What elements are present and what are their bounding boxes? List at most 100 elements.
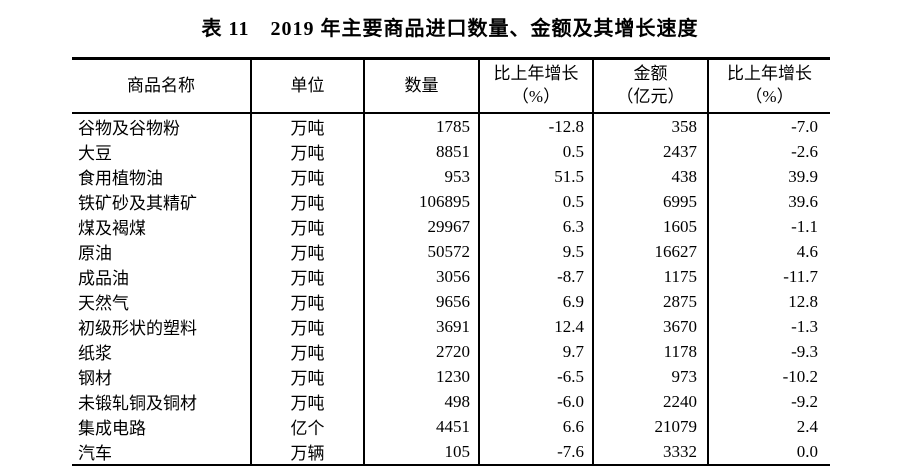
header-amount: 金额 （亿元） bbox=[592, 58, 709, 114]
quantity-growth-cell: -12.8 bbox=[478, 113, 594, 139]
header-quantity: 数量 bbox=[363, 58, 480, 114]
commodity-name-cell: 食用植物油 bbox=[72, 164, 252, 189]
quantity-cell: 105 bbox=[363, 439, 480, 466]
table-body: 谷物及谷物粉 万吨 1785 -12.8 358 -7.0 大豆 万吨 8851 0.5 2437-… bbox=[72, 113, 830, 466]
amount-cell: 21079 bbox=[592, 414, 709, 439]
table-row: 食用植物油 万吨 953 51.5 438 39.9 bbox=[72, 164, 830, 189]
header-quantity-growth: 比上年增长 （%） bbox=[478, 58, 594, 114]
unit-cell: 万吨 bbox=[250, 214, 365, 239]
amount-cell: 2437 bbox=[592, 139, 709, 164]
table-row: 初级形状的塑料 万吨 3691 12.4 3670 -1.3 bbox=[72, 314, 830, 339]
quantity-cell: 1230 bbox=[363, 364, 480, 389]
unit-cell: 万吨 bbox=[250, 139, 365, 164]
quantity-growth-cell: -6.5 bbox=[478, 364, 594, 389]
amount-cell: 2240 bbox=[592, 389, 709, 414]
unit-cell: 万吨 bbox=[250, 314, 365, 339]
table-row: 纸浆 万吨 2720 9.7 1178 -9.3 bbox=[72, 339, 830, 364]
header-line: 单位 bbox=[290, 75, 325, 95]
amount-cell: 16627 bbox=[592, 239, 709, 264]
commodity-name-cell: 初级形状的塑料 bbox=[72, 314, 252, 339]
header-row: 商品名称 单位 数量 比上年增长 （%） 金额 （亿元） bbox=[72, 58, 830, 114]
table-row: 原油 万吨 50572 9.5 16627 4.6 bbox=[72, 239, 830, 264]
amount-cell: 1178 bbox=[592, 339, 709, 364]
table-row: 未锻轧铜及铜材 万吨 498 -6.0 2240 -9.2 bbox=[72, 389, 830, 414]
header-line: 比上年增长 bbox=[493, 64, 579, 84]
quantity-growth-cell: -7.6 bbox=[478, 439, 594, 466]
quantity-growth-cell: 0.5 bbox=[478, 189, 594, 214]
quantity-cell: 106895 bbox=[363, 189, 480, 214]
unit-cell: 万吨 bbox=[250, 264, 365, 289]
table-title: 表 11 2019 年主要商品进口数量、金额及其增长速度 bbox=[201, 18, 699, 40]
amount-growth-cell: 12.8 bbox=[707, 289, 830, 314]
amount-growth-cell: 39.6 bbox=[707, 189, 830, 214]
quantity-cell: 4451 bbox=[363, 414, 480, 439]
table-row: 天然气 万吨 9656 6.9 2875 12.8 bbox=[72, 289, 830, 314]
quantity-cell: 498 bbox=[363, 389, 480, 414]
quantity-cell: 50572 bbox=[363, 239, 480, 264]
amount-cell: 973 bbox=[592, 364, 709, 389]
unit-cell: 万吨 bbox=[250, 389, 365, 414]
unit-cell: 亿个 bbox=[250, 414, 365, 439]
quantity-growth-cell: 6.6 bbox=[478, 414, 594, 439]
unit-cell: 万辆 bbox=[250, 439, 365, 466]
quantity-growth-cell: 51.5 bbox=[478, 164, 594, 189]
header-amount-growth: 比上年增长 （%） bbox=[707, 58, 830, 114]
amount-growth-cell: -7.0 bbox=[707, 113, 830, 139]
amount-growth-cell: -1.1 bbox=[707, 214, 830, 239]
amount-growth-cell: -2.6 bbox=[707, 139, 830, 164]
quantity-growth-cell: -8.7 bbox=[478, 264, 594, 289]
quantity-cell: 8851 bbox=[363, 139, 480, 164]
unit-cell: 万吨 bbox=[250, 339, 365, 364]
header-commodity-name: 商品名称 bbox=[72, 58, 252, 114]
quantity-cell: 3056 bbox=[363, 264, 480, 289]
amount-cell: 3670 bbox=[592, 314, 709, 339]
amount-cell: 438 bbox=[592, 164, 709, 189]
amount-cell: 3332 bbox=[592, 439, 709, 466]
unit-cell: 万吨 bbox=[250, 164, 365, 189]
commodity-name-cell: 天然气 bbox=[72, 289, 252, 314]
amount-cell: 2875 bbox=[592, 289, 709, 314]
quantity-growth-cell: 6.9 bbox=[478, 289, 594, 314]
table-row: 汽车 万辆 105 -7.6 3332 0.0 bbox=[72, 439, 830, 466]
commodity-name-cell: 纸浆 bbox=[72, 339, 252, 364]
quantity-cell: 29967 bbox=[363, 214, 480, 239]
amount-growth-cell: 4.6 bbox=[707, 239, 830, 264]
quantity-cell: 3691 bbox=[363, 314, 480, 339]
amount-growth-cell: -11.7 bbox=[707, 264, 830, 289]
commodity-name-cell: 集成电路 bbox=[72, 414, 252, 439]
quantity-growth-cell: 9.7 bbox=[478, 339, 594, 364]
import-commodities-table: 商品名称 单位 数量 比上年增长 （%） 金额 （亿元） bbox=[72, 57, 830, 466]
amount-growth-cell: 39.9 bbox=[707, 164, 830, 189]
header-unit: 单位 bbox=[250, 58, 365, 114]
header-line: （亿元） bbox=[616, 87, 685, 106]
header-line: 数量 bbox=[404, 75, 439, 95]
commodity-name-cell: 铁矿砂及其精矿 bbox=[72, 189, 252, 214]
commodity-name-cell: 成品油 bbox=[72, 264, 252, 289]
table-row: 大豆 万吨 8851 0.5 2437 -2.6 bbox=[72, 139, 830, 164]
header-line: 商品名称 bbox=[127, 75, 195, 95]
table-row: 钢材 万吨 1230 -6.5 973 -10.2 bbox=[72, 364, 830, 389]
amount-cell: 1605 bbox=[592, 214, 709, 239]
unit-cell: 万吨 bbox=[250, 239, 365, 264]
commodity-name-cell: 原油 bbox=[72, 239, 252, 264]
amount-cell: 1175 bbox=[592, 264, 709, 289]
amount-cell: 358 bbox=[592, 113, 709, 139]
commodity-name-cell: 谷物及谷物粉 bbox=[72, 113, 252, 139]
header-line: （%） bbox=[745, 87, 794, 106]
amount-growth-cell: -9.2 bbox=[707, 389, 830, 414]
unit-cell: 万吨 bbox=[250, 189, 365, 214]
commodity-name-cell: 大豆 bbox=[72, 139, 252, 164]
amount-growth-cell: 2.4 bbox=[707, 414, 830, 439]
amount-growth-cell: -9.3 bbox=[707, 339, 830, 364]
quantity-cell: 953 bbox=[363, 164, 480, 189]
header-line: 金额 bbox=[633, 64, 668, 84]
quantity-cell: 9656 bbox=[363, 289, 480, 314]
quantity-growth-cell: 12.4 bbox=[478, 314, 594, 339]
unit-cell: 万吨 bbox=[250, 289, 365, 314]
commodity-name-cell: 未锻轧铜及铜材 bbox=[72, 389, 252, 414]
amount-growth-cell: -10.2 bbox=[707, 364, 830, 389]
header-line: 比上年增长 bbox=[727, 64, 812, 84]
table-row: 铁矿砂及其精矿 万吨 106895 0.5 6995 39.6 bbox=[72, 189, 830, 214]
commodity-name-cell: 煤及褐煤 bbox=[72, 214, 252, 239]
